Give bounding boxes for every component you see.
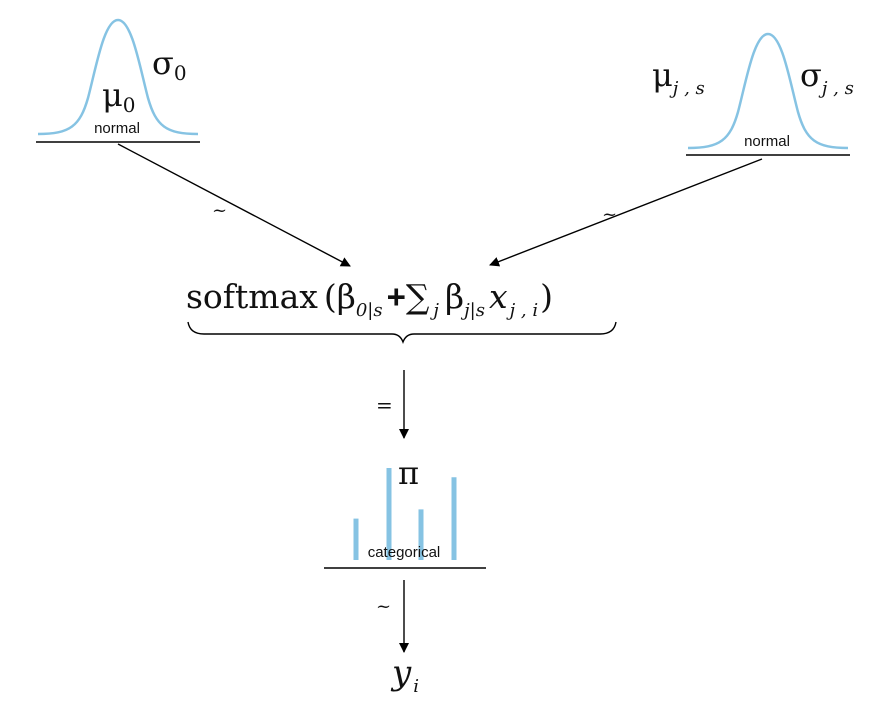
beta0-subscript: 0|s: [356, 300, 383, 321]
right-normal-curve: [687, 32, 849, 150]
left-prior-sd: σ0: [152, 44, 187, 85]
right-arrow-label: ~: [602, 204, 617, 225]
right-prior-mean-subscript: j , s: [669, 78, 705, 99]
left-prior-sd-subscript: 0: [174, 61, 187, 85]
outcome-subscript: i: [413, 676, 419, 697]
left-prior-mean-subscript: 0: [123, 93, 136, 117]
left-prior-mean: μ0: [102, 76, 136, 117]
betaj-subscript: j|s: [460, 300, 485, 321]
left-arrow: [117, 143, 351, 267]
underbrace: [187, 321, 617, 344]
left-prior-label: normal: [94, 120, 140, 137]
right-arrow: [489, 158, 763, 267]
right-normal-prior: normal μj , s σj , s: [652, 32, 854, 156]
right-prior-sd: σj , s: [800, 56, 854, 99]
categorical-bars: [353, 468, 457, 560]
middle-arrow-label: =: [376, 393, 393, 417]
categorical-likelihood: π categorical: [324, 454, 486, 569]
softmax-formula: softmax (β0|s +∑ j βj|s x j , i): [186, 277, 553, 321]
categorical-label: categorical: [368, 544, 441, 561]
x-subscript: j , i: [506, 300, 539, 321]
right-prior-mean: μj , s: [652, 56, 705, 99]
categorical-param: π: [398, 454, 419, 492]
right-prior-sd-subscript: j , s: [818, 78, 854, 99]
left-normal-prior: normal μ0 σ0: [36, 18, 200, 143]
softmax-func: softmax: [186, 277, 318, 316]
left-arrow-label: ~: [212, 200, 227, 221]
left-normal-curve: [37, 18, 199, 136]
bottom-arrow-label: ~: [376, 596, 391, 617]
right-prior-label: normal: [744, 133, 790, 150]
